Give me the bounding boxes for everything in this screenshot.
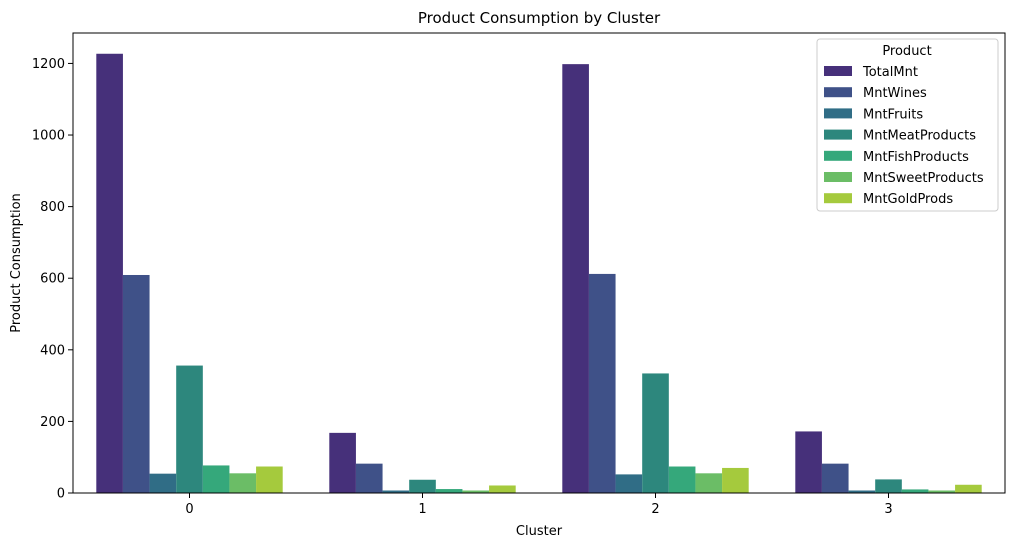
legend-label-MntFishProducts: MntFishProducts — [863, 150, 969, 165]
legend-swatch-TotalMnt — [824, 66, 852, 76]
legend-label-MntFruits: MntFruits — [863, 107, 923, 122]
bar-MntWines-cluster-2 — [588, 273, 616, 493]
legend-label-MntWines: MntWines — [863, 86, 927, 101]
bar-MntFishProducts-cluster-2 — [668, 466, 696, 493]
y-axis-ticks: 0 200 400 600 800 1000 1200 — [32, 57, 73, 502]
y-tick-label: 0 — [57, 487, 65, 502]
bar-MntFruits-cluster-3 — [848, 490, 876, 493]
x-axis-label: Cluster — [516, 524, 563, 539]
legend-swatch-MntGoldProds — [824, 193, 852, 204]
legend-swatch-MntSweetProducts — [824, 172, 852, 182]
bar-MntSweetProducts-cluster-2 — [695, 473, 723, 493]
legend-swatch-MntFishProducts — [824, 150, 852, 161]
y-tick-label: 400 — [40, 343, 65, 358]
bar-MntGoldProds-cluster-2 — [722, 467, 749, 493]
y-tick-label: 200 — [40, 415, 65, 430]
bar-MntSweetProducts-cluster-3 — [928, 490, 956, 493]
bar-MntMeatProducts-cluster-3 — [875, 479, 902, 493]
x-axis-ticks: 0 1 2 3 — [185, 493, 893, 517]
bars-group — [96, 53, 982, 493]
x-tick-label: 0 — [185, 502, 193, 517]
bar-MntGoldProds-cluster-0 — [256, 466, 283, 493]
plot-frame — [72, 32, 1006, 494]
legend-box — [816, 38, 999, 212]
bar-MntGoldProds-cluster-3 — [955, 484, 982, 493]
x-tick-label: 3 — [884, 502, 892, 517]
legend-label-TotalMnt: TotalMnt — [862, 65, 918, 80]
legend-label-MntGoldProds: MntGoldProds — [863, 192, 953, 207]
bar-MntMeatProducts-cluster-0 — [176, 365, 203, 493]
x-tick-label: 2 — [651, 502, 659, 517]
x-tick-label: 1 — [418, 502, 426, 517]
bar-MntFruits-cluster-0 — [149, 473, 177, 493]
legend-items: TotalMnt MntWines MntFruits MntMeatProducts… — [824, 65, 984, 207]
y-tick-label: 1000 — [32, 129, 65, 144]
bar-MntWines-cluster-0 — [122, 274, 150, 493]
bar-TotalMnt-cluster-3 — [795, 431, 822, 493]
bar-MntSweetProducts-cluster-0 — [229, 473, 257, 493]
bar-TotalMnt-cluster-1 — [329, 432, 356, 493]
y-tick-label: 1200 — [32, 57, 65, 72]
bar-MntFishProducts-cluster-0 — [202, 465, 230, 493]
bar-MntMeatProducts-cluster-1 — [409, 479, 436, 493]
legend-title: Product — [882, 44, 931, 59]
legend-label-MntMeatProducts: MntMeatProducts — [863, 129, 976, 144]
legend: Product TotalMnt MntWines MntFruits MntMeat… — [816, 38, 999, 212]
bar-MntMeatProducts-cluster-2 — [642, 373, 669, 493]
bar-MntFishProducts-cluster-3 — [901, 489, 929, 493]
bar-MntWines-cluster-1 — [355, 463, 383, 493]
bar-MntFishProducts-cluster-1 — [435, 489, 463, 493]
legend-swatch-MntMeatProducts — [824, 129, 852, 140]
chart-title: Product Consumption by Cluster — [418, 9, 661, 27]
y-tick-label: 600 — [40, 272, 65, 287]
legend-swatch-MntFruits — [824, 108, 852, 119]
bar-TotalMnt-cluster-0 — [96, 53, 123, 493]
legend-label-MntSweetProducts: MntSweetProducts — [863, 171, 984, 186]
bar-TotalMnt-cluster-2 — [562, 64, 589, 493]
bar-MntSweetProducts-cluster-1 — [462, 490, 490, 493]
y-axis-label: Product Consumption — [9, 193, 24, 333]
bar-MntFruits-cluster-2 — [615, 474, 643, 493]
bar-MntFruits-cluster-1 — [382, 490, 410, 493]
legend-swatch-MntWines — [824, 87, 852, 98]
bar-MntGoldProds-cluster-1 — [489, 485, 516, 493]
bar-MntWines-cluster-3 — [821, 463, 849, 493]
y-tick-label: 800 — [40, 200, 65, 215]
